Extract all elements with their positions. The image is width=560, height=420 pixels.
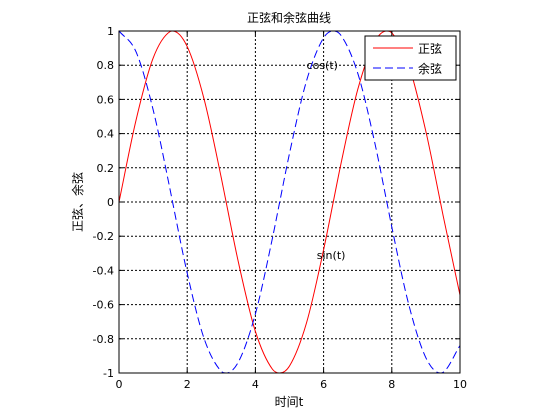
x-tick-label: 10	[453, 378, 467, 391]
annotations: cos(t) sin(t)	[307, 59, 346, 262]
y-tick-label: -0.6	[93, 299, 114, 312]
y-tick-label: 0.2	[97, 162, 115, 175]
annotation-label: sin(t)	[317, 249, 346, 262]
x-tick-label: 4	[252, 378, 259, 391]
y-axis-label: 正弦、余弦	[70, 172, 85, 232]
legend-label: 正弦	[418, 41, 442, 56]
y-tick-label: -0.2	[93, 230, 114, 243]
y-tick-label: 0.8	[97, 59, 115, 72]
x-tick-label: 6	[320, 378, 327, 391]
chart-title: 正弦和余弦曲线	[247, 10, 331, 25]
legend-box	[364, 35, 457, 81]
ticks: 0 2 4 6 8 10 1 0.8 0.6 0.4 0.2 0 -0.2 -0.4 -0.6 -0.8 -1	[93, 25, 467, 391]
x-tick-label: 8	[388, 378, 395, 391]
y-tick-label: 1	[107, 25, 114, 38]
x-tick-label: 2	[184, 378, 191, 391]
grid	[119, 31, 460, 373]
series-line-cosine	[118, 30, 461, 374]
legend-label: 余弦	[418, 61, 442, 76]
x-axis-label: 时间t	[275, 395, 304, 409]
y-tick-label: -0.8	[93, 333, 114, 346]
y-tick-label: 0	[107, 196, 114, 209]
y-tick-label: 0.6	[97, 93, 115, 106]
x-tick-label: 0	[116, 378, 123, 391]
y-tick-label: 0.4	[97, 128, 115, 141]
y-tick-label: -1	[103, 367, 114, 380]
y-tick-label: -0.4	[93, 264, 114, 277]
annotation-label: cos(t)	[307, 59, 338, 72]
